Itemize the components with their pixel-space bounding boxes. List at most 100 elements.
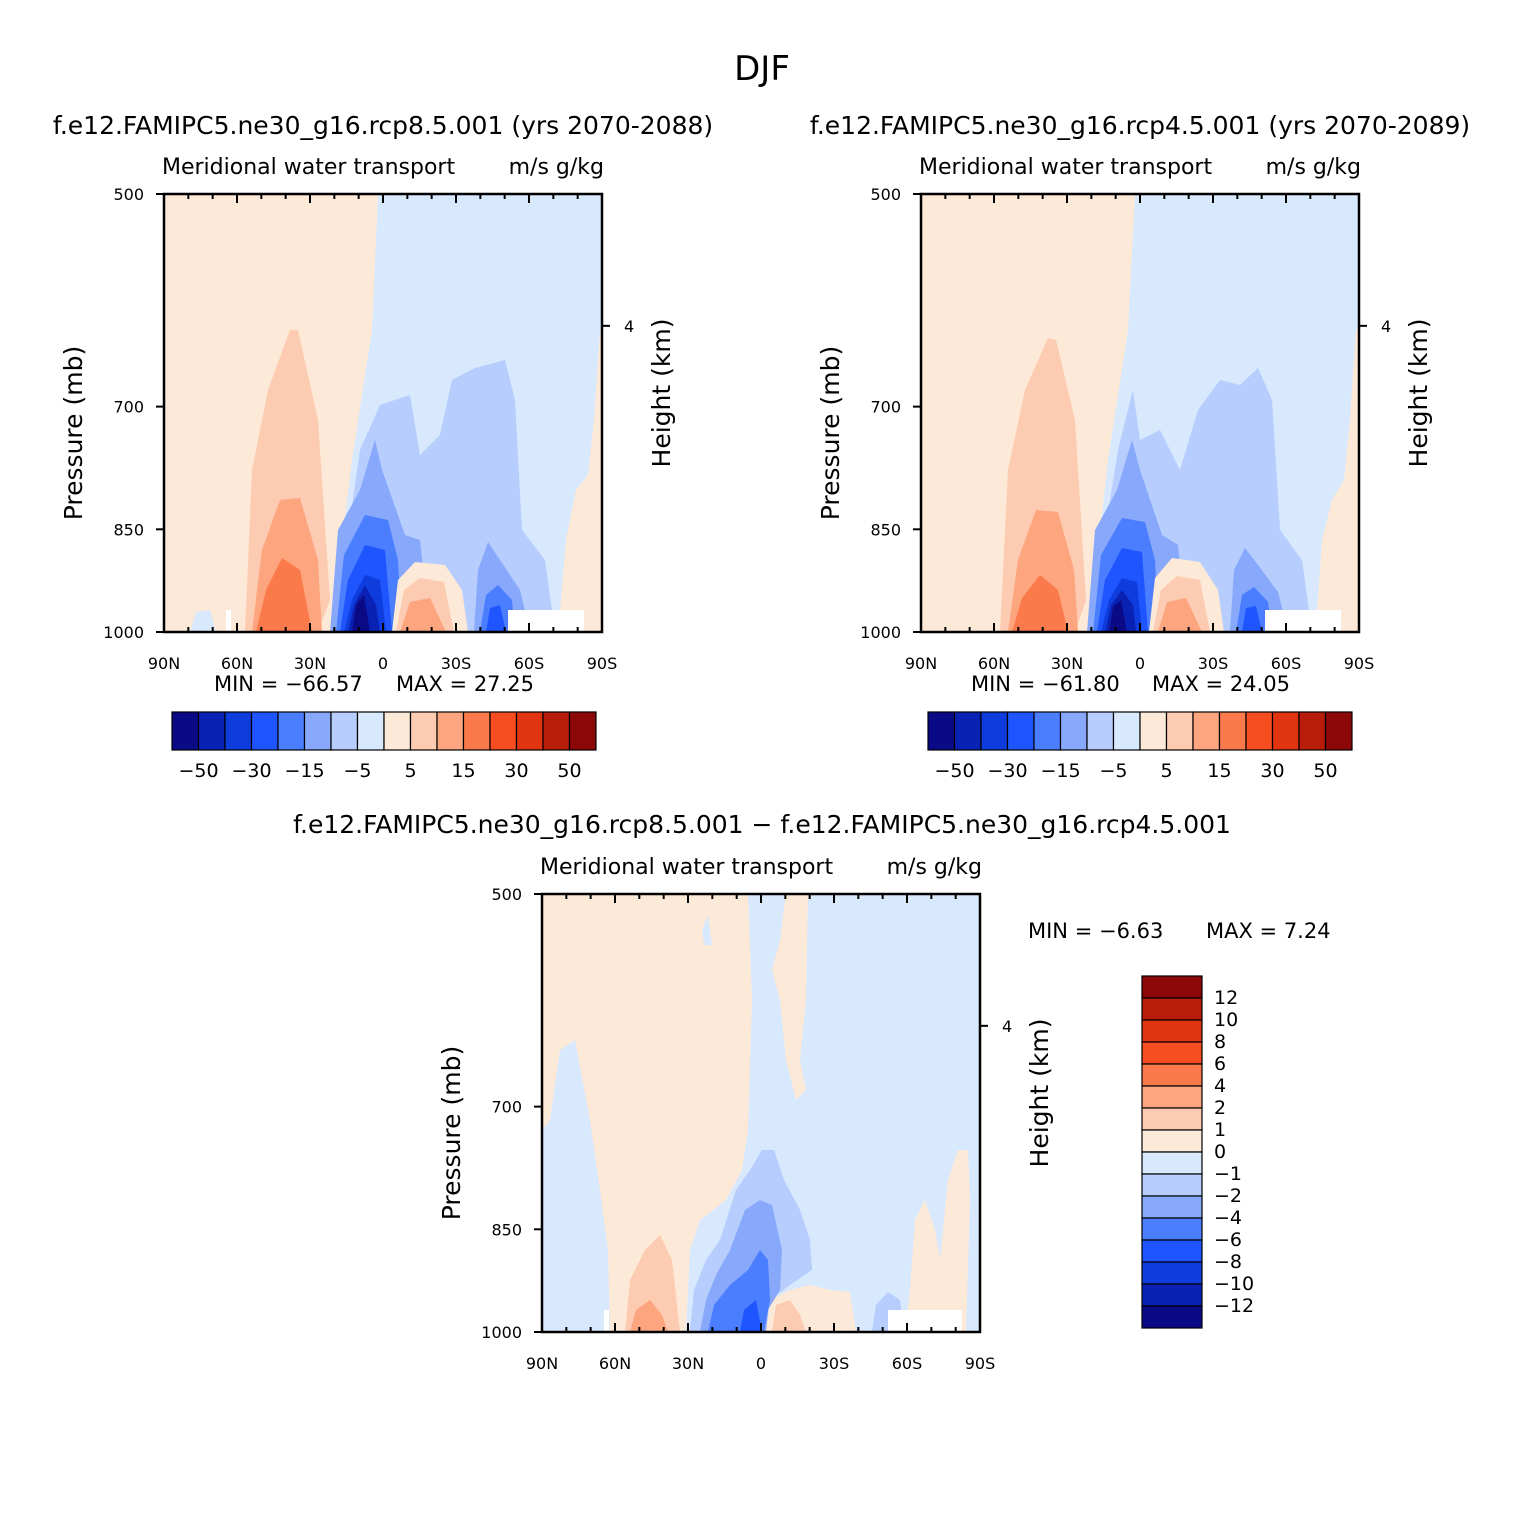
colorbar-label: 15 (1207, 760, 1231, 782)
contour-field (542, 894, 980, 1332)
contour-level-neg5 (740, 1300, 762, 1332)
colorbar-box (927, 711, 956, 751)
y2-axis-label: Height (km) (1404, 319, 1433, 468)
colorbar-box (1141, 1195, 1203, 1219)
x-tick-label: 60N (221, 654, 253, 673)
x-tick-label: 0 (756, 1354, 766, 1373)
colorbar-box (1141, 1305, 1203, 1329)
y-tick-label: 1000 (481, 1323, 522, 1342)
colorbar-label: −1 (1214, 1163, 1242, 1185)
colorbar-boxes: −50 −30 −15 −5 5 15 30 50 (171, 711, 597, 782)
colorbar-label: −15 (1040, 760, 1080, 782)
y-tick-label: 500 (113, 185, 144, 204)
contour-level-pos3 (630, 1300, 668, 1332)
colorbar-box (1139, 711, 1168, 751)
y-axis-label: Pressure (mb) (437, 1046, 466, 1220)
colorbar-box (542, 711, 571, 751)
x-tick-label: 30N (294, 654, 326, 673)
colorbar-label: −5 (343, 760, 371, 782)
x-tick-label: 30S (819, 1354, 850, 1373)
x-tick-label: 30S (1198, 654, 1229, 673)
contour-level-neg8 (352, 595, 370, 632)
colorbar-label: 30 (504, 760, 528, 782)
colorbar-box (1298, 711, 1327, 751)
colorbar-label: −2 (1214, 1185, 1242, 1207)
colorbar-box (1141, 1217, 1203, 1241)
colorbar-box (224, 711, 253, 751)
contour-level-pos1 (556, 330, 602, 632)
colorbar-box (568, 711, 597, 751)
contour-level-neg1 (702, 915, 712, 945)
colorbar-label: −5 (1099, 760, 1127, 782)
contour-field (164, 194, 602, 632)
colorbar-label: 50 (1313, 760, 1337, 782)
panel-title: f.e12.FAMIPC5.ne30_g16.rcp8.5.001 − f.e1… (293, 810, 1231, 839)
colorbar-box (330, 711, 359, 751)
colorbar-label: −10 (1214, 1273, 1254, 1295)
contour-level-pos4 (256, 558, 312, 632)
plot-left-label: Meridional water transport (540, 855, 833, 880)
contour-field (921, 194, 1359, 632)
colorbar-box (277, 711, 306, 751)
max-label: MAX = 24.05 (1152, 672, 1290, 696)
x-tick-label: 90S (1344, 654, 1375, 673)
y-tick-label: 1000 (103, 623, 144, 642)
missing-data-mask (888, 1310, 962, 1332)
x-tick-label: 30N (1051, 654, 1083, 673)
y-tick-label: 1000 (860, 623, 901, 642)
y2-tick-label: 4 (1381, 317, 1391, 336)
y-tick-label: 700 (870, 398, 901, 417)
colorbar-box (171, 711, 200, 751)
y-axis-label: Pressure (mb) (59, 346, 88, 520)
colorbar-label: 50 (557, 760, 581, 782)
colorbar-box (1141, 1041, 1203, 1065)
colorbar-box (462, 711, 491, 751)
y-tick-label: 500 (491, 885, 522, 904)
x-tick-label: 90S (587, 654, 618, 673)
colorbar-box (197, 711, 226, 751)
colorbar-box (1141, 1261, 1203, 1285)
colorbar-box (303, 711, 332, 751)
plot-right-label: m/s g/kg (1266, 155, 1361, 180)
colorbar-box (1141, 1107, 1203, 1131)
colorbar-label: 0 (1214, 1141, 1226, 1163)
colorbar-box (1141, 997, 1203, 1021)
contour-level-pos4 (1012, 575, 1068, 632)
missing-data-mask (226, 610, 231, 632)
colorbar-label: 2 (1214, 1097, 1226, 1119)
colorbar-label: 8 (1214, 1031, 1226, 1053)
colorbar-label: 1 (1214, 1119, 1226, 1141)
missing-data-mask (1265, 610, 1341, 632)
contour-level-pos1 (905, 1150, 970, 1332)
contour-level-neg1 (190, 610, 216, 632)
colorbar-box (250, 711, 279, 751)
colorbar-box (1141, 1019, 1203, 1043)
colorbar-box (515, 711, 544, 751)
contour-level-neg5 (486, 605, 506, 632)
colorbar-label: −6 (1214, 1229, 1242, 1251)
colorbar-label: 6 (1214, 1053, 1226, 1075)
x-tick-label: 30N (672, 1354, 704, 1373)
colorbar-box (383, 711, 412, 751)
y2-tick-label: 4 (1002, 1017, 1012, 1036)
contour-level-pos1 (542, 894, 752, 1332)
colorbar-box (1112, 711, 1141, 751)
min-label: MIN = −66.57 (214, 672, 363, 696)
colorbar-box (409, 711, 438, 751)
colorbar-box (1059, 711, 1088, 751)
contour-level-pos1 (736, 1020, 750, 1100)
y2-axis-label: Height (km) (1025, 1019, 1054, 1168)
min-label: MIN = −61.80 (971, 672, 1120, 696)
x-tick-label: 0 (1135, 654, 1145, 673)
colorbar-label: 5 (1160, 760, 1172, 782)
y-tick-label: 850 (113, 520, 144, 539)
plot-axes: 90N 60N 30N 0 30S 60S 90S 500 700 850 1000 4 Pressur… (59, 185, 676, 673)
colorbar-label: 4 (1214, 1075, 1226, 1097)
colorbar-label: −8 (1214, 1251, 1242, 1273)
figure-title: DJF (734, 49, 790, 89)
colorbar-label: −4 (1214, 1207, 1242, 1229)
x-tick-label: 60N (599, 1354, 631, 1373)
colorbar-box (1141, 1129, 1203, 1153)
colorbar-box (436, 711, 465, 751)
